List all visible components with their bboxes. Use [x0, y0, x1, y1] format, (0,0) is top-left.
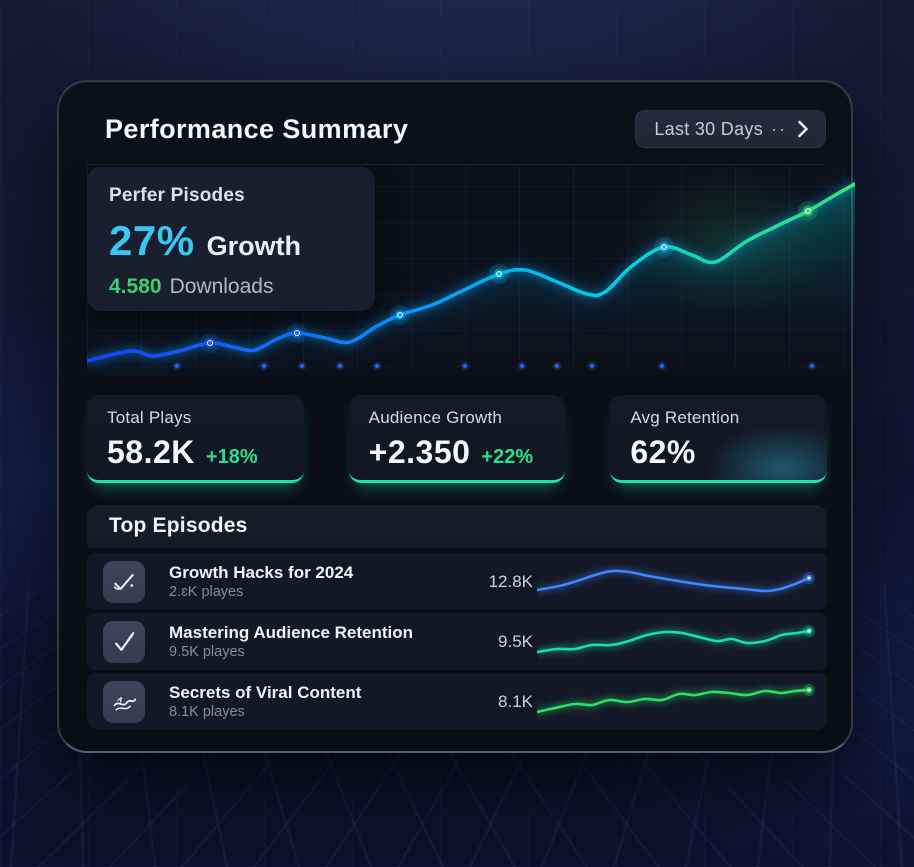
dashboard-panel: Performance Summary Last 30 Days ·· Perf… [57, 80, 855, 753]
scribble-arrows-icon [103, 680, 145, 723]
episode-row-viral-content[interactable]: Secrets of Viral Content 8.1K playes 8.1… [87, 673, 827, 730]
hero-card-label: Perfer Pisodes [109, 185, 245, 206]
stat-value: +2.350 [368, 434, 471, 470]
downloads-count: 4.580 [109, 275, 162, 298]
stat-delta: +18% [205, 446, 258, 468]
panel-header: Performance Summary Last 30 Days ·· [59, 82, 851, 164]
top-episodes-section: Top Episodes Growth Hacks for 2024 2.ɛK … [87, 505, 827, 730]
episode-plays: 2.ɛK playes [169, 584, 244, 600]
episode-sparkline [537, 562, 815, 602]
episode-value: 9.5K [498, 631, 533, 651]
stat-label: Avg Retention [630, 408, 740, 427]
stats-row: Total Plays 58.2K +18% Audience Growth +… [87, 395, 827, 483]
stat-value: 62% [630, 434, 696, 470]
episode-sparkline [537, 622, 815, 662]
stat-label: Total Plays [107, 408, 192, 427]
growth-percentage-value: 27% [109, 217, 195, 264]
stat-label: Audience Growth [368, 408, 503, 427]
episode-value: 12.8K [488, 571, 533, 591]
top-episodes-title: Top Episodes [109, 514, 248, 537]
episode-sparkline [537, 682, 815, 722]
episode-value: 8.1K [498, 691, 533, 711]
growth-label: Growth [206, 231, 302, 261]
episode-title: Mastering Audience Retention [169, 623, 414, 642]
stat-card-total-plays: Total Plays 58.2K +18% [87, 395, 304, 483]
episode-title: Growth Hacks for 2024 [169, 563, 354, 582]
hero-growth-card: Perfer Pisodes 27% Growth 4.580 Download… [87, 167, 375, 311]
stat-card-audience-growth: Audience Growth +2.350 +22% [348, 395, 566, 483]
episode-plays: 8.1K playes [169, 704, 245, 720]
header-divider [87, 164, 826, 165]
episode-title: Secrets of Viral Content [169, 683, 362, 702]
ellipsis-dots: ·· [771, 118, 787, 139]
downloads-label: Downloads [169, 275, 274, 298]
main-chart-area: Perfer Pisodes 27% Growth 4.580 Download… [87, 165, 855, 377]
stat-card-avg-retention: Avg Retention 62% [610, 395, 827, 483]
check-icon [103, 620, 145, 663]
page-title: Performance Summary [105, 113, 409, 144]
episode-plays: 9.5K playes [169, 644, 245, 660]
stat-value: 58.2K [107, 434, 195, 470]
scribble-check-icon [103, 560, 145, 603]
episode-row-growth-hacks[interactable]: Growth Hacks for 2024 2.ɛK playes 12.8K [87, 553, 827, 610]
downloads-trend-chart [87, 165, 855, 377]
date-range-selector[interactable]: Last 30 Days ·· [635, 110, 826, 148]
top-episodes-header: Top Episodes [87, 505, 827, 548]
episode-row-audience-retention[interactable]: Mastering Audience Retention 9.5K playes… [87, 613, 827, 670]
chevron-right-icon [797, 120, 809, 138]
stat-delta: +22% [481, 446, 534, 468]
date-range-label: Last 30 Days [654, 118, 763, 139]
